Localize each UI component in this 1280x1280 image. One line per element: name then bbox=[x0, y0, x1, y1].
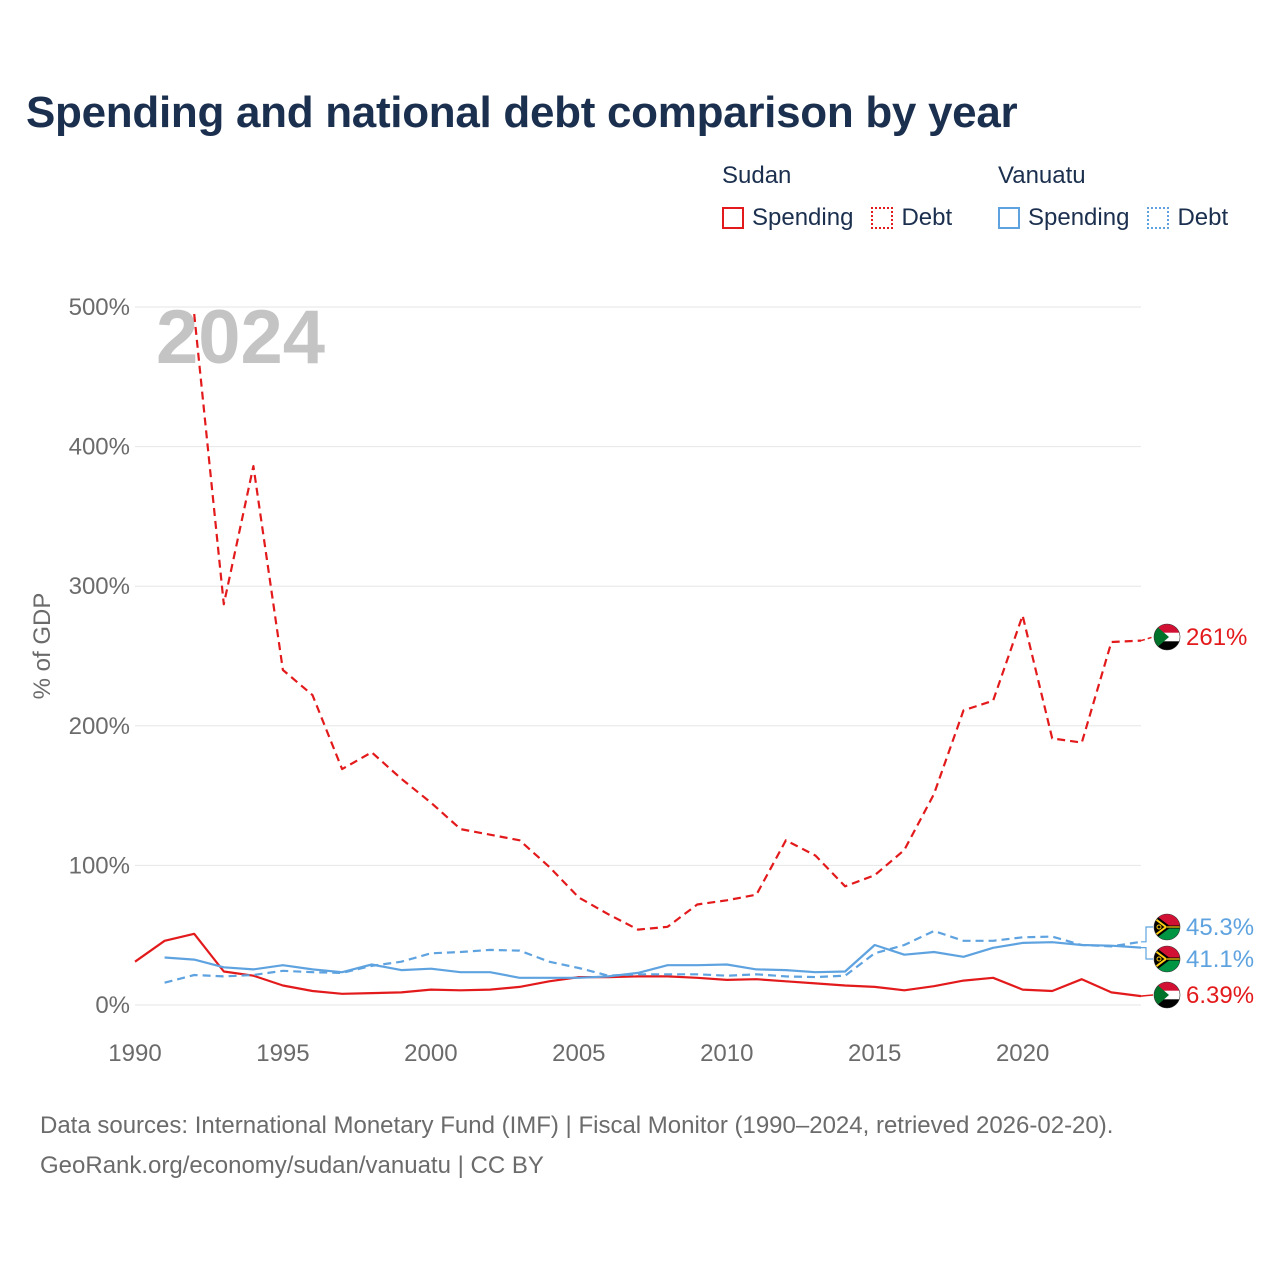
vanuatu-flag-icon bbox=[1154, 946, 1180, 972]
y-tick-label: 200% bbox=[69, 713, 130, 740]
legend-swatch-sudan-debt bbox=[871, 207, 894, 229]
sudan-flag-icon bbox=[1154, 982, 1180, 1008]
end-label-vanuatu-spending: 41.1% bbox=[1186, 946, 1254, 973]
x-tick-label: 2005 bbox=[552, 1040, 605, 1067]
end-label-connector bbox=[1141, 926, 1153, 943]
x-tick-label: 1995 bbox=[256, 1040, 309, 1067]
legend-swatch-sudan-spending bbox=[722, 207, 744, 229]
legend-item-sudan-spending[interactable]: Spending bbox=[722, 204, 853, 232]
legend-label-vanuatu-spending: Spending bbox=[1028, 204, 1130, 231]
end-label-sudan-debt: 261% bbox=[1186, 624, 1247, 651]
x-tick-label: 2015 bbox=[848, 1040, 901, 1067]
legend-country-vanuatu: Vanuatu bbox=[998, 162, 1086, 189]
footer-link[interactable]: GeoRank.org/economy/sudan/vanuatu | CC B… bbox=[40, 1152, 544, 1179]
y-tick-label: 100% bbox=[69, 852, 130, 879]
y-tick-label: 0% bbox=[95, 992, 130, 1019]
legend-label-sudan-debt: Debt bbox=[901, 204, 953, 231]
end-label-vanuatu-debt: 45.3% bbox=[1186, 914, 1254, 941]
y-tick-label: 500% bbox=[69, 294, 130, 321]
x-tick-label: 2020 bbox=[996, 1040, 1049, 1067]
x-axis: 1990 1995 2000 2005 2010 2015 2020 bbox=[108, 1040, 1049, 1067]
legend-label-sudan-spending: Spending bbox=[752, 204, 854, 231]
year-watermark: 2024 bbox=[156, 295, 325, 380]
legend-swatch-vanuatu-spending bbox=[998, 207, 1020, 229]
chart-title: Spending and national debt comparison by… bbox=[26, 88, 1018, 137]
end-label-sudan-spending: 6.39% bbox=[1186, 982, 1254, 1009]
footer: Data sources: International Monetary Fun… bbox=[40, 1106, 1113, 1186]
legend-item-vanuatu-debt[interactable]: Debt bbox=[1147, 204, 1228, 232]
grid-lines bbox=[135, 306, 1141, 1006]
end-label-connector bbox=[1141, 946, 1153, 960]
legend-swatch-vanuatu-debt bbox=[1147, 207, 1170, 229]
end-label-connector bbox=[1140, 636, 1154, 642]
vanuatu-flag-icon bbox=[1154, 914, 1180, 940]
series-lines bbox=[134, 313, 1142, 998]
end-label-connector bbox=[1140, 994, 1154, 997]
end-labels: 261% 45.3% 41.1% 6.39% bbox=[1140, 624, 1254, 1009]
footer-source: Data sources: International Monetary Fun… bbox=[40, 1112, 1114, 1139]
sudan-flag-icon bbox=[1154, 624, 1180, 650]
y-tick-label: 400% bbox=[69, 434, 130, 461]
x-tick-label: 1990 bbox=[108, 1040, 161, 1067]
legend-group-vanuatu: Vanuatu Spending Debt bbox=[998, 162, 1228, 232]
series-line-vanuatu-debt[interactable] bbox=[164, 929, 1142, 984]
legend-country-sudan: Sudan bbox=[722, 162, 792, 189]
y-axis-title: % of GDP bbox=[29, 593, 56, 700]
x-tick-label: 2000 bbox=[404, 1040, 457, 1067]
series-line-sudan-spending[interactable] bbox=[134, 932, 1142, 998]
series-line-sudan-debt[interactable] bbox=[193, 313, 1142, 931]
legend-group-sudan: Sudan Spending Debt bbox=[722, 162, 970, 232]
legend-label-vanuatu-debt: Debt bbox=[1177, 204, 1229, 231]
x-tick-label: 2010 bbox=[700, 1040, 753, 1067]
y-axis: 0% 100% 200% 300% 400% 500% bbox=[69, 294, 130, 1019]
legend-item-vanuatu-spending[interactable]: Spending bbox=[998, 204, 1129, 232]
y-tick-label: 300% bbox=[69, 573, 130, 600]
legend-item-sudan-debt[interactable]: Debt bbox=[871, 204, 952, 232]
series-line-vanuatu-spending[interactable] bbox=[164, 941, 1142, 979]
